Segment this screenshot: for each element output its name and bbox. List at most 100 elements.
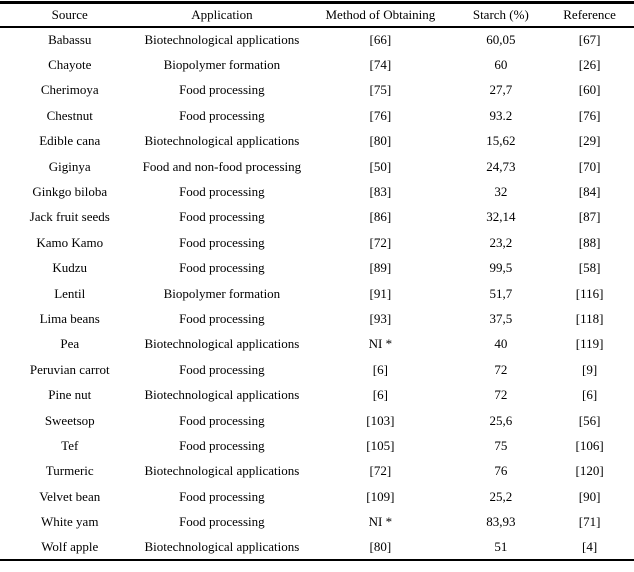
table-cell: [120] — [575, 463, 604, 479]
table-cell: 25,6 — [489, 412, 513, 428]
table-cell: NI * — [368, 514, 393, 530]
table-cell: 24,73 — [486, 158, 516, 174]
table-cell: [72] — [369, 234, 392, 250]
table-cell: 40 — [494, 336, 508, 352]
table-row: Turmeric Biotechnological applications [72… — [0, 458, 634, 483]
table-cell: Food processing — [179, 184, 265, 200]
table-cell: [119] — [575, 336, 604, 352]
table-cell: [56] — [578, 412, 601, 428]
table-cell: [70] — [578, 158, 601, 174]
table-cell: [66] — [369, 32, 392, 48]
table-cell: [67] — [578, 32, 601, 48]
header-cell: Method of Obtaining — [325, 7, 436, 23]
table-row: Tef Food processing [105] 75 [106] — [0, 433, 634, 458]
table-cell: Lima beans — [39, 310, 100, 326]
table-cell: 25,2 — [489, 488, 513, 504]
table-cell: [105] — [366, 437, 395, 453]
table-cell: [90] — [578, 488, 601, 504]
table-cell: Food processing — [179, 82, 265, 98]
table-row: Giginya Food and non-food processing [50] 2… — [0, 153, 634, 178]
table-cell: Jack fruit seeds — [29, 209, 110, 225]
table-cell: [93] — [369, 310, 392, 326]
table-cell: Biotechnological applications — [144, 463, 300, 479]
table-cell: Biotechnological applications — [144, 133, 300, 149]
table-cell: [116] — [575, 285, 604, 301]
table-cell: Ginkgo biloba — [32, 184, 108, 200]
table-cell: 51,7 — [489, 285, 513, 301]
table-cell: Food processing — [179, 437, 265, 453]
table-cell: Biopolymer formation — [163, 57, 281, 73]
table-cell: 60 — [494, 57, 508, 73]
table-cell: [103] — [366, 412, 395, 428]
table-cell: Pea — [60, 336, 80, 352]
table-cell: 83,93 — [486, 514, 516, 530]
table-cell: [80] — [369, 539, 392, 554]
table-cell: Babassu — [48, 32, 92, 48]
table-cell: Food processing — [179, 209, 265, 225]
table-body: Babassu Biotechnological applications [66]… — [0, 27, 634, 560]
table-cell: [89] — [369, 260, 392, 276]
table-row: Jack fruit seeds Food processing [86] 32,14… — [0, 204, 634, 229]
table-row: Ginkgo biloba Food processing [83] 32 [84] — [0, 179, 634, 204]
table-cell: 99,5 — [489, 260, 513, 276]
table-cell: 23,2 — [489, 234, 513, 250]
table-cell: Lentil — [54, 285, 86, 301]
table-row: Pea Biotechnological applications NI * 40 [1… — [0, 331, 634, 356]
table-row: Cherimoya Food processing [75] 27,7 [60] — [0, 77, 634, 102]
table-cell: Sweetsop — [44, 412, 95, 428]
table-cell: Food processing — [179, 514, 265, 530]
table-cell: Food and non-food processing — [142, 158, 302, 174]
header-cell: Source — [51, 7, 88, 23]
table-cell: [6] — [582, 387, 598, 403]
table-cell: Food processing — [179, 107, 265, 123]
table-cell: Velvet bean — [39, 488, 101, 504]
header-cell: Application — [191, 7, 253, 23]
header-cell: Reference — [563, 7, 616, 23]
table-cell: [29] — [578, 133, 601, 149]
table-cell: Chestnut — [46, 107, 93, 123]
table-cell: 27,7 — [489, 82, 513, 98]
table-cell: Biotechnological applications — [144, 539, 300, 554]
table-cell: [74] — [369, 57, 392, 73]
table-cell: Biotechnological applications — [144, 336, 300, 352]
table-row: Lima beans Food processing [93] 37,5 [118] — [0, 306, 634, 331]
header-cell: Starch (%) — [472, 7, 529, 23]
table-cell: Food processing — [179, 310, 265, 326]
table-cell: Cherimoya — [40, 82, 99, 98]
table-cell: Food processing — [179, 412, 265, 428]
table-cell: [72] — [369, 463, 392, 479]
table-cell: [106] — [575, 437, 604, 453]
table-cell: Chayote — [48, 57, 92, 73]
table-cell: NI * — [368, 336, 393, 352]
table-cell: White yam — [41, 514, 99, 530]
starch-sources-table: Source Application Method of Obtaining Star… — [0, 1, 634, 561]
table-row: Sweetsop Food processing [103] 25,6 [56] — [0, 407, 634, 432]
table-cell: [58] — [578, 260, 601, 276]
table-cell: [71] — [578, 514, 601, 530]
table-cell: [109] — [366, 488, 395, 504]
table-row: Kamo Kamo Food processing [72] 23,2 [88] — [0, 230, 634, 255]
table-cell: [84] — [578, 184, 601, 200]
table-row: White yam Food processing NI * 83,93 [71] — [0, 509, 634, 534]
table-row: Wolf apple Biotechnological applications [… — [0, 534, 634, 559]
header-row: Source Application Method of Obtaining Star… — [0, 3, 634, 27]
table-row: Babassu Biotechnological applications [66]… — [0, 27, 634, 52]
table-cell: Edible cana — [39, 133, 101, 149]
table-cell: Pine nut — [48, 387, 92, 403]
table-cell: [26] — [578, 57, 601, 73]
table-cell: [6] — [372, 387, 388, 403]
table-cell: [83] — [369, 184, 392, 200]
table-row: Chayote Biopolymer formation [74] 60 [26] — [0, 52, 634, 77]
table-cell: 32,14 — [486, 209, 516, 225]
table-cell: 32 — [494, 184, 508, 200]
table-cell: [75] — [369, 82, 392, 98]
table-cell: [91] — [369, 285, 392, 301]
table-row: Chestnut Food processing [76] 93.2 [76] — [0, 103, 634, 128]
table-cell: 76 — [494, 463, 508, 479]
table-row: Lentil Biopolymer formation [91] 51,7 [116] — [0, 280, 634, 305]
table-cell: 72 — [494, 361, 508, 377]
table-cell: Turmeric — [45, 463, 94, 479]
table-cell: [118] — [575, 310, 604, 326]
table-cell: [80] — [369, 133, 392, 149]
